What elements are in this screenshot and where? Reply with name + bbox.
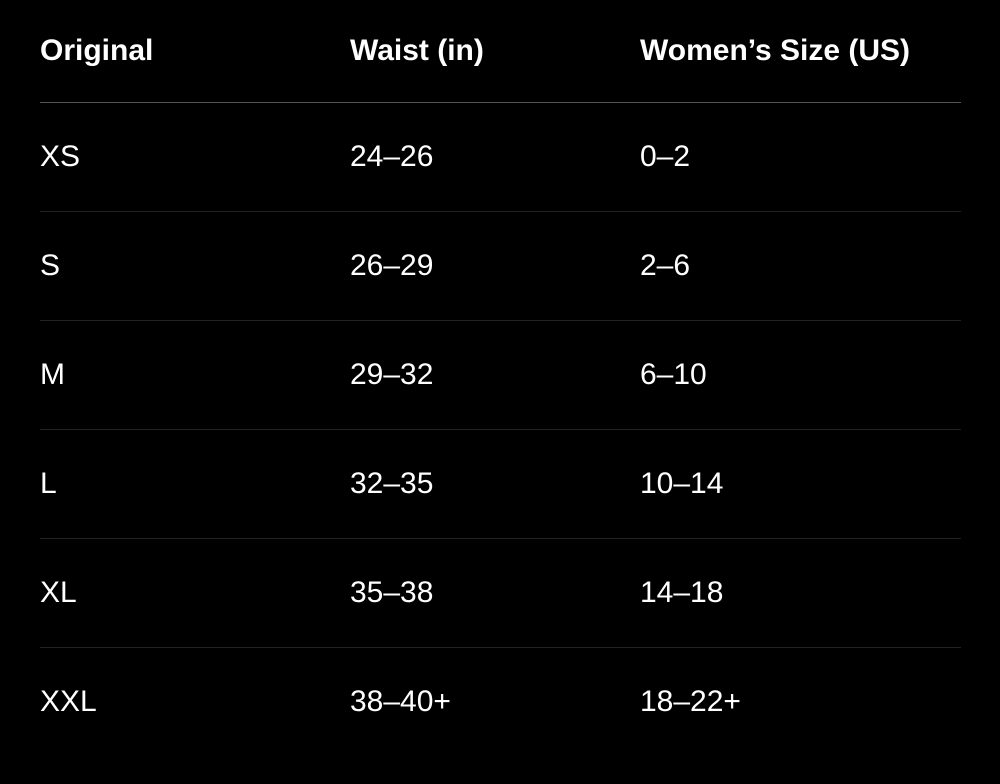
cell-original: S [40, 249, 61, 282]
table-row: XL 35–38 14–18 [40, 539, 961, 648]
table-row: S 26–29 2–6 [40, 212, 961, 321]
cell-womens-size: 14–18 [640, 576, 724, 609]
cell-womens-size: 10–14 [640, 467, 724, 500]
cell-womens-size: 2–6 [640, 249, 691, 282]
cell-original: XL [40, 576, 77, 609]
cell-waist: 38–40+ [350, 685, 451, 718]
cell-womens-size: 6–10 [640, 358, 707, 391]
header-original: Original [40, 34, 154, 67]
cell-waist: 24–26 [350, 140, 434, 173]
cell-original: M [40, 358, 65, 391]
table-row: XS 24–26 0–2 [40, 103, 961, 212]
cell-waist: 26–29 [350, 249, 434, 282]
table-row: M 29–32 6–10 [40, 321, 961, 430]
cell-womens-size: 18–22+ [640, 685, 741, 718]
table-row: XXL 38–40+ 18–22+ [40, 648, 961, 756]
cell-waist: 35–38 [350, 576, 434, 609]
cell-womens-size: 0–2 [640, 140, 691, 173]
cell-original: L [40, 467, 57, 500]
header-waist: Waist (in) [350, 34, 484, 67]
size-chart-table: Original Waist (in) Women’s Size (US) XS… [40, 0, 961, 756]
cell-waist: 29–32 [350, 358, 434, 391]
header-womens-size: Women’s Size (US) [640, 34, 911, 67]
cell-waist: 32–35 [350, 467, 434, 500]
table-row: L 32–35 10–14 [40, 430, 961, 539]
table-header: Original Waist (in) Women’s Size (US) [40, 0, 961, 103]
cell-original: XXL [40, 685, 97, 718]
cell-original: XS [40, 140, 81, 173]
